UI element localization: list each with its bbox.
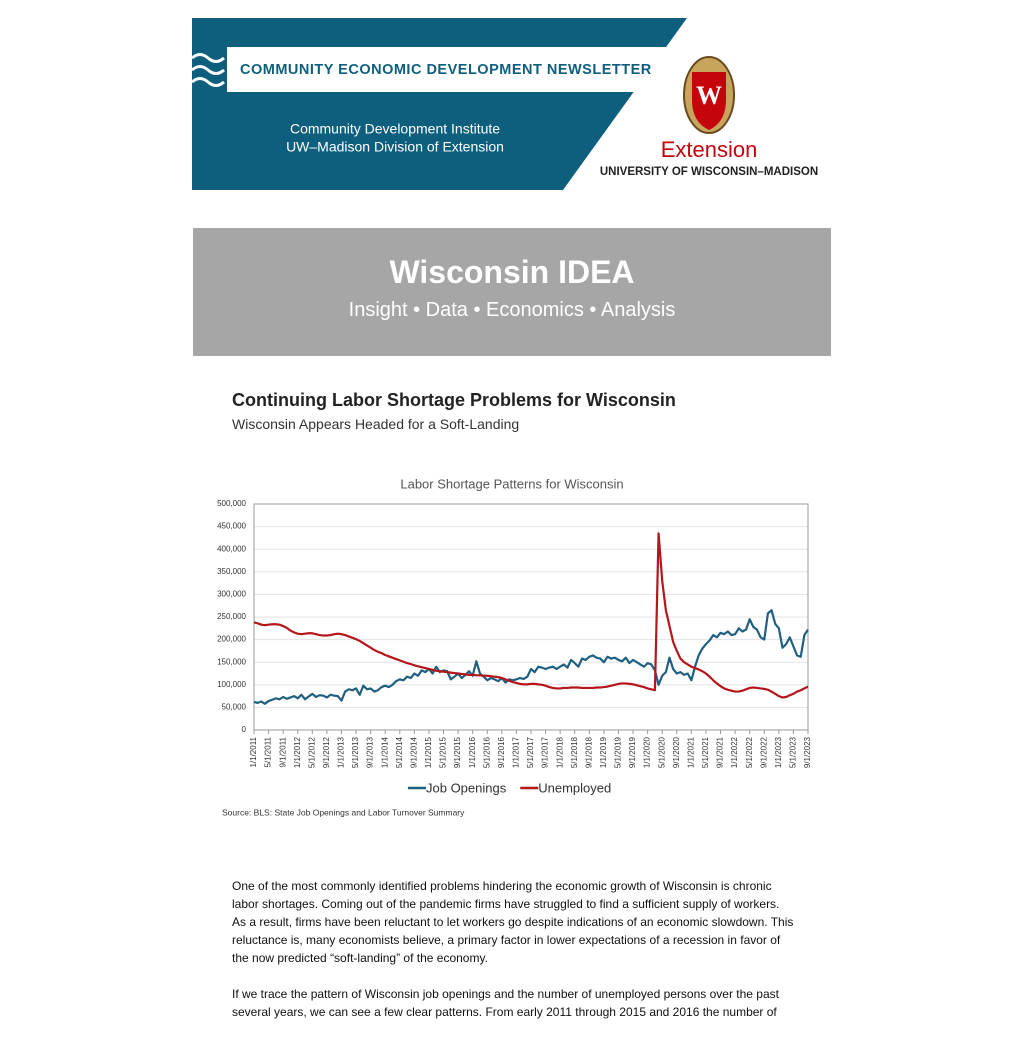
crest-letter: W — [696, 81, 722, 110]
series-line — [253, 532, 809, 699]
x-tick-label: 9/1/2022 — [759, 736, 768, 768]
x-tick-label: 5/1/2016 — [482, 736, 491, 768]
y-tick-label: 300,000 — [217, 590, 246, 599]
x-tick-label: 1/1/2013 — [337, 736, 346, 768]
x-tick-label: 1/1/2017 — [512, 736, 521, 768]
x-tick-label: 9/1/2013 — [366, 736, 375, 768]
uw-crest: W — [683, 56, 735, 134]
legend-label: Job Openings — [426, 780, 507, 795]
x-tick-label: 9/1/2014 — [409, 736, 418, 768]
x-tick-label: 9/1/2018 — [584, 736, 593, 768]
x-tick-label: 1/1/2019 — [599, 736, 608, 768]
university-label: UNIVERSITY OF WISCONSIN–MADISON — [600, 166, 818, 178]
extension-label: Extension — [661, 137, 758, 162]
x-tick-label: 5/1/2015 — [439, 736, 448, 768]
x-tick-label: 9/1/2020 — [672, 736, 681, 768]
chart-title: Labor Shortage Patterns for Wisconsin — [400, 476, 623, 491]
x-tick-label: 1/1/2021 — [686, 736, 695, 768]
article-title: Continuing Labor Shortage Problems for W… — [232, 390, 676, 410]
newsletter-title: COMMUNITY ECONOMIC DEVELOPMENT NEWSLETTE… — [240, 62, 652, 78]
banner-title: Wisconsin IDEA — [389, 254, 635, 290]
x-tick-label: 9/1/2017 — [541, 736, 550, 768]
x-tick-label: 1/1/2016 — [468, 736, 477, 768]
x-tick-label: 9/1/2012 — [322, 736, 331, 768]
chart: Labor Shortage Patterns for Wisconsin So… — [217, 476, 812, 817]
y-tick-label: 50,000 — [222, 703, 247, 712]
banner-subtitle: Insight • Data • Economics • Analysis — [348, 299, 676, 321]
x-tick-label: 5/1/2013 — [351, 736, 360, 768]
y-tick-label: 250,000 — [217, 612, 246, 621]
y-tick-label: 350,000 — [217, 567, 246, 576]
wave-icon — [191, 53, 225, 87]
x-tick-label: 9/1/2021 — [716, 736, 725, 768]
paragraph: One of the most commonly identified prob… — [232, 879, 794, 965]
idea-banner: Wisconsin IDEA Insight • Data • Economic… — [193, 228, 831, 356]
x-tick-label: 9/1/2023 — [803, 736, 812, 768]
x-tick-label: 9/1/2011 — [278, 736, 287, 767]
x-tick-label: 5/1/2019 — [614, 736, 623, 768]
header-band — [192, 18, 687, 190]
institute-name: Community Development Institute — [290, 121, 500, 137]
x-tick-label: 5/1/2014 — [395, 736, 404, 768]
y-tick-label: 500,000 — [217, 499, 246, 508]
x-tick-label: 1/1/2022 — [730, 736, 739, 768]
y-tick-label: 200,000 — [217, 635, 246, 644]
newsletter-header: COMMUNITY ECONOMIC DEVELOPMENT NEWSLETTE… — [191, 18, 818, 190]
x-tick-label: 9/1/2015 — [453, 736, 462, 768]
y-tick-label: 0 — [242, 725, 247, 734]
x-tick-label: 1/1/2018 — [555, 736, 564, 768]
y-tick-label: 400,000 — [217, 544, 246, 553]
division-name: UW–Madison Division of Extension — [286, 139, 504, 155]
x-tick-label: 5/1/2018 — [570, 736, 579, 768]
x-tick-label: 1/1/2020 — [643, 736, 652, 768]
chart-source: Source: BLS: State Job Openings and Labo… — [222, 807, 465, 817]
x-tick-label: 1/1/2012 — [293, 736, 302, 768]
x-tick-label: 1/1/2023 — [774, 736, 783, 768]
x-tick-label: 9/1/2019 — [628, 736, 637, 768]
x-tick-label: 5/1/2023 — [789, 736, 798, 768]
x-tick-label: 5/1/2011 — [264, 736, 273, 767]
x-tick-label: 9/1/2016 — [497, 736, 506, 768]
header-strip — [227, 47, 667, 92]
article-body: One of the most commonly identified prob… — [232, 877, 794, 1039]
x-tick-label: 5/1/2020 — [657, 736, 666, 768]
article-subtitle: Wisconsin Appears Headed for a Soft-Land… — [232, 416, 520, 432]
y-tick-label: 450,000 — [217, 522, 246, 531]
x-tick-label: 5/1/2021 — [701, 736, 710, 768]
x-tick-label: 5/1/2017 — [526, 736, 535, 768]
x-tick-label: 5/1/2022 — [745, 736, 754, 768]
x-tick-label: 5/1/2012 — [307, 736, 316, 768]
x-tick-label: 1/1/2014 — [380, 736, 389, 768]
paragraph: If we trace the pattern of Wisconsin job… — [232, 987, 779, 1019]
y-tick-label: 100,000 — [217, 680, 246, 689]
x-tick-label: 1/1/2011 — [249, 736, 258, 767]
x-tick-label: 1/1/2015 — [424, 736, 433, 768]
y-tick-label: 150,000 — [217, 657, 246, 666]
series-line — [253, 609, 809, 705]
legend-label: Unemployed — [538, 780, 611, 795]
